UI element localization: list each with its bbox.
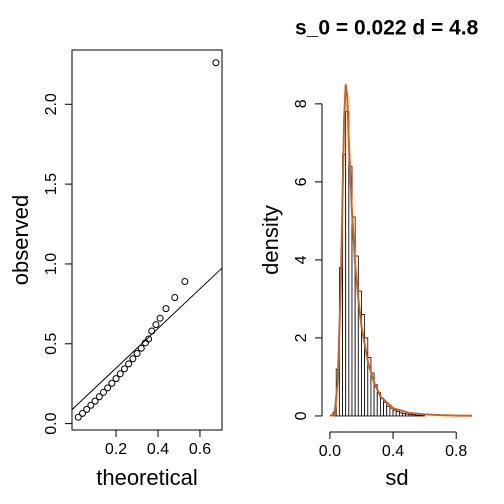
bar bbox=[411, 414, 416, 417]
point bbox=[152, 321, 160, 329]
point bbox=[120, 365, 128, 373]
x-tick-label: 0.0 bbox=[319, 443, 341, 460]
y-tick-label: 0.0 bbox=[43, 412, 60, 434]
point bbox=[74, 413, 82, 421]
bar bbox=[395, 410, 400, 417]
chart-title: s_0 = 0.022 d = 4.8 bbox=[295, 17, 479, 40]
x-axis-title: sd bbox=[385, 465, 408, 490]
y-tick-label: 2.0 bbox=[43, 93, 60, 115]
bar bbox=[408, 413, 413, 417]
point bbox=[99, 388, 107, 396]
bar bbox=[398, 412, 403, 417]
point bbox=[108, 379, 116, 387]
y-axis-title: observed bbox=[8, 195, 33, 286]
point bbox=[133, 350, 141, 358]
point bbox=[181, 278, 189, 286]
y-tick-label: 1.0 bbox=[43, 253, 60, 275]
x-tick-label: 0.6 bbox=[189, 441, 211, 458]
point bbox=[137, 344, 145, 352]
point bbox=[91, 397, 99, 405]
point bbox=[212, 59, 220, 67]
x-tick-label: 0.4 bbox=[147, 441, 169, 458]
bar bbox=[402, 413, 407, 417]
point bbox=[83, 405, 91, 413]
bar bbox=[380, 397, 384, 417]
bar bbox=[386, 405, 391, 417]
point bbox=[156, 314, 164, 322]
bar bbox=[414, 414, 419, 417]
point bbox=[171, 293, 179, 301]
y-axis-title: density bbox=[258, 205, 283, 275]
point bbox=[145, 335, 153, 343]
bar bbox=[405, 413, 410, 417]
x-tick-label: 0.2 bbox=[105, 441, 127, 458]
x-axis-title: theoretical bbox=[96, 465, 198, 490]
reference-line bbox=[71, 267, 223, 410]
point bbox=[78, 409, 86, 417]
y-tick-label: 2 bbox=[293, 333, 310, 342]
y-tick-label: 8 bbox=[293, 99, 310, 108]
density-line bbox=[329, 84, 473, 417]
bar bbox=[392, 409, 397, 417]
bar bbox=[345, 111, 350, 417]
y-tick-label: 4 bbox=[293, 255, 310, 264]
bar bbox=[417, 414, 422, 417]
x-tick-label: 0.8 bbox=[445, 443, 467, 460]
y-tick-label: 6 bbox=[293, 177, 310, 186]
bar bbox=[383, 401, 388, 417]
point bbox=[162, 305, 170, 313]
y-tick-label: 0.5 bbox=[43, 333, 60, 355]
x-tick-label: 0.4 bbox=[382, 443, 404, 460]
point bbox=[87, 401, 95, 409]
point bbox=[95, 393, 103, 401]
point bbox=[125, 360, 133, 368]
y-tick-label: 1.5 bbox=[43, 173, 60, 195]
point bbox=[148, 327, 156, 335]
point bbox=[112, 375, 120, 383]
bar bbox=[389, 407, 394, 417]
point bbox=[104, 384, 112, 392]
plot-box bbox=[71, 49, 223, 431]
point bbox=[116, 370, 124, 378]
y-tick-label: 0 bbox=[293, 411, 310, 420]
point bbox=[129, 355, 137, 363]
